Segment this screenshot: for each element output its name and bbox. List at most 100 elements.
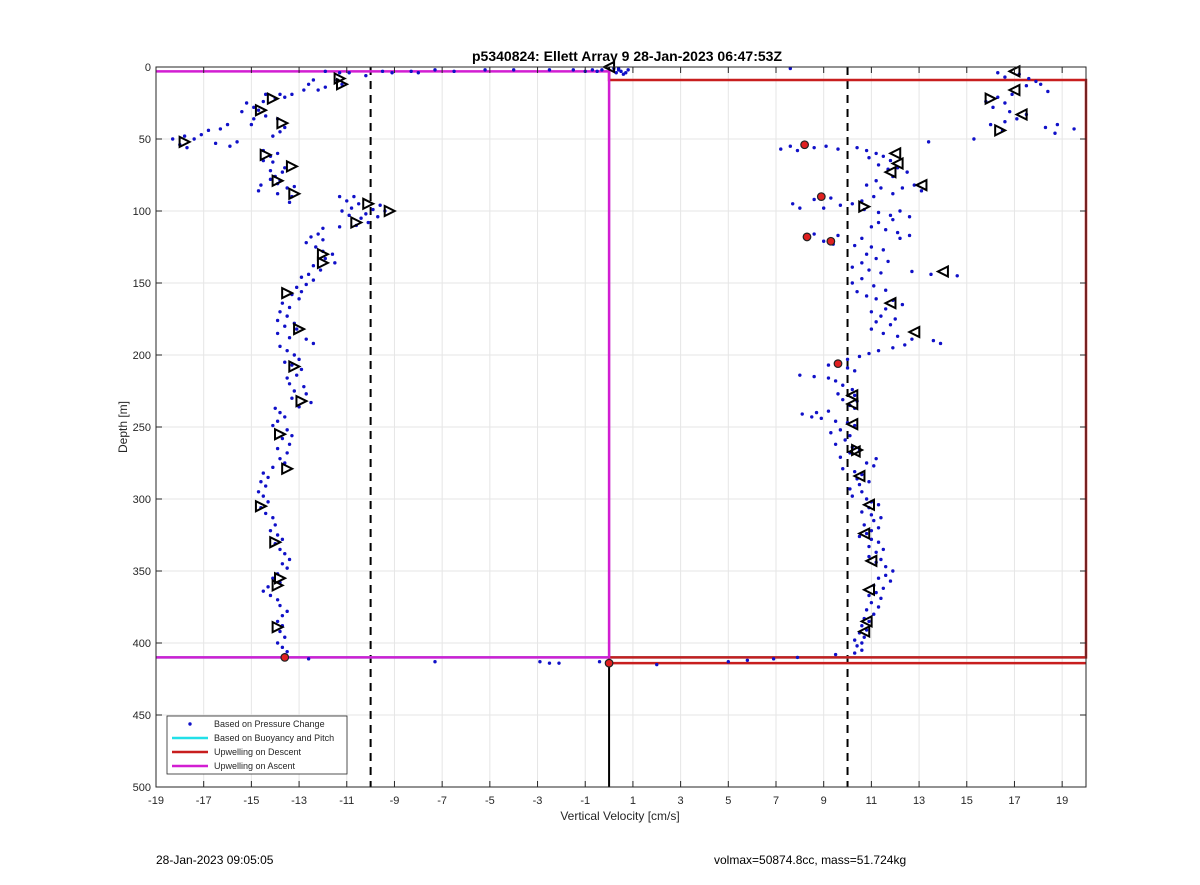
pressure-change-point xyxy=(876,210,881,215)
pressure-change-point xyxy=(855,644,859,648)
pressure-change-point xyxy=(192,137,196,141)
right-triangle-marker xyxy=(266,92,281,106)
pressure-change-point xyxy=(864,294,869,298)
pressure-change-point xyxy=(864,608,869,612)
pressure-change-point xyxy=(1007,109,1012,114)
pressure-change-point xyxy=(275,419,280,423)
pressure-change-point xyxy=(996,71,1000,75)
pressure-change-point xyxy=(872,612,876,616)
right-triangle-marker xyxy=(851,443,865,457)
pressure-change-point xyxy=(852,393,857,398)
pressure-change-point xyxy=(590,68,595,72)
pressure-change-point xyxy=(261,99,266,104)
x-tick-label: -17 xyxy=(196,795,212,807)
pressure-change-point xyxy=(1038,82,1043,86)
pressure-change-point xyxy=(836,392,840,396)
pressure-change-point xyxy=(852,243,857,248)
pressure-change-point xyxy=(364,212,368,216)
pressure-change-point xyxy=(852,638,857,642)
pressure-change-point xyxy=(883,564,888,569)
pressure-change-point xyxy=(1024,84,1029,88)
pressure-change-point xyxy=(283,552,287,556)
pressure-change-point xyxy=(321,238,325,242)
pressure-change-point xyxy=(883,573,888,578)
pressure-change-point xyxy=(867,480,871,484)
pressure-change-point xyxy=(876,220,881,225)
pressure-change-point xyxy=(278,130,282,134)
right-triangle-marker xyxy=(271,174,285,188)
pressure-change-point xyxy=(872,194,876,199)
legend-item-pressure-swatch xyxy=(188,722,192,726)
pressure-change-point xyxy=(860,648,864,652)
pressure-change-point xyxy=(1027,76,1031,81)
right-triangle-marker xyxy=(274,427,288,441)
pressure-change-point xyxy=(855,145,859,150)
x-tick-label: -5 xyxy=(485,795,495,807)
pressure-change-point xyxy=(275,192,280,196)
pressure-change-point xyxy=(910,337,914,341)
pressure-change-point xyxy=(271,516,275,520)
pressure-change-point xyxy=(261,494,266,498)
pressure-change-point xyxy=(261,589,266,593)
pressure-change-point xyxy=(874,550,878,554)
red-marker xyxy=(816,192,826,202)
pressure-change-point xyxy=(860,276,864,281)
pressure-change-point xyxy=(294,373,299,377)
pressure-change-point xyxy=(304,282,308,287)
pressure-change-point xyxy=(869,537,874,542)
pressure-change-point xyxy=(864,461,869,465)
pressure-change-point xyxy=(323,85,328,89)
pressure-change-point xyxy=(850,265,855,269)
pressure-change-point xyxy=(283,95,287,99)
pressure-change-point xyxy=(614,71,618,75)
pressure-change-point xyxy=(869,600,874,605)
pressure-change-point xyxy=(290,396,294,400)
pressure-change-point xyxy=(876,526,881,530)
pressure-change-point xyxy=(907,233,912,238)
pressure-change-point xyxy=(867,351,871,356)
pressure-change-point xyxy=(864,148,869,153)
pressure-change-point xyxy=(838,203,843,207)
pressure-change-point xyxy=(829,196,833,200)
y-tick-label: 0 xyxy=(145,62,151,74)
pressure-change-point xyxy=(547,68,552,72)
pressure-change-point xyxy=(833,379,838,383)
pressure-change-point xyxy=(850,494,855,498)
pressure-change-point xyxy=(285,376,289,380)
x-tick-label: -3 xyxy=(533,795,543,807)
red-marker xyxy=(604,658,614,668)
left-triangle-marker xyxy=(1007,83,1021,97)
red-marker xyxy=(833,359,843,369)
pressure-change-point xyxy=(812,197,816,202)
pressure-change-point xyxy=(891,217,895,222)
footer-timestamp: 28-Jan-2023 09:05:05 xyxy=(156,853,274,867)
pressure-change-point xyxy=(810,415,814,419)
x-tick-label: 19 xyxy=(1056,795,1068,807)
pressure-change-point xyxy=(294,285,299,290)
pressure-change-point xyxy=(371,207,375,212)
pressure-change-point xyxy=(285,609,289,614)
right-triangle-marker xyxy=(288,187,302,201)
pressure-change-point xyxy=(821,239,826,243)
pressure-change-point xyxy=(275,446,280,451)
right-triangle-marker xyxy=(288,359,302,374)
pressure-change-point xyxy=(988,122,993,127)
pressure-change-point xyxy=(433,660,437,664)
pressure-change-point xyxy=(290,92,294,97)
pressure-change-point xyxy=(879,271,883,275)
pressure-change-point xyxy=(416,71,421,75)
pressure-change-point xyxy=(779,147,783,151)
pressure-change-point xyxy=(285,186,289,190)
pressure-change-point xyxy=(888,323,893,327)
left-triangle-marker xyxy=(907,325,921,339)
pressure-change-point xyxy=(800,412,804,416)
pressure-change-point xyxy=(860,641,864,645)
pressure-change-point xyxy=(876,163,881,167)
pressure-change-point xyxy=(812,232,816,236)
pressure-change-point xyxy=(285,451,289,455)
pressure-change-point xyxy=(891,569,895,573)
pressure-change-point xyxy=(340,209,344,213)
left-triangle-marker xyxy=(856,624,871,639)
right-triangle-marker xyxy=(259,148,273,162)
